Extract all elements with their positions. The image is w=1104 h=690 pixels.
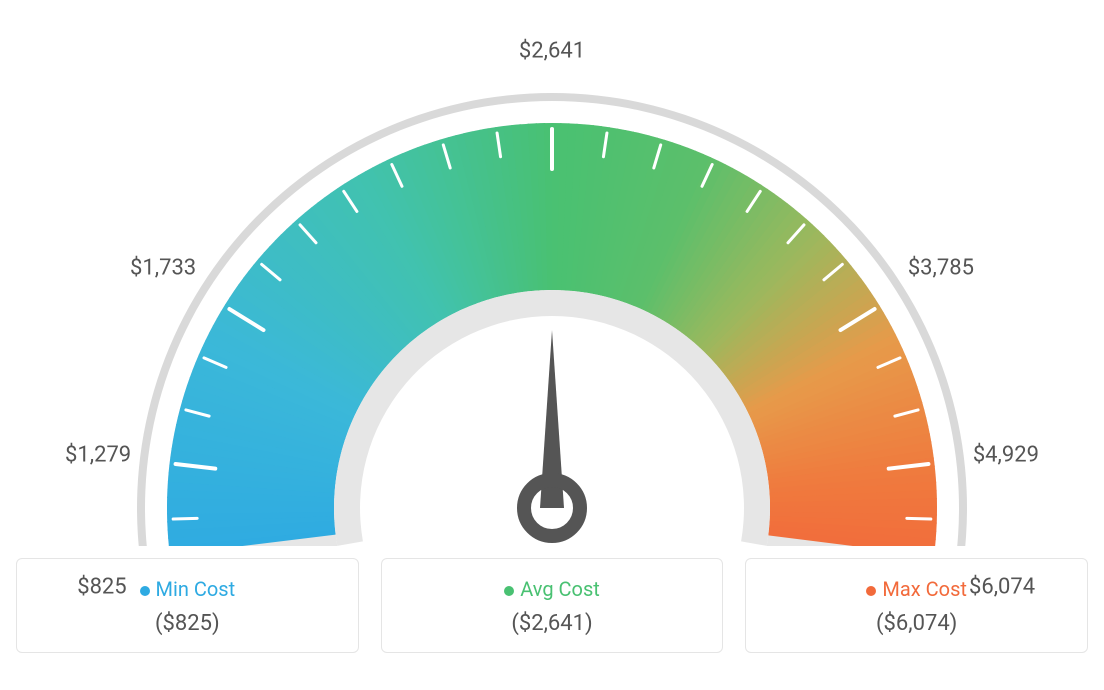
legend-value-min: ($825) <box>27 611 348 636</box>
legend-title-avg-text: Avg Cost <box>520 577 600 601</box>
gauge-tick-label: $6,074 <box>969 575 1035 600</box>
legend-value-max: ($6,074) <box>756 611 1077 636</box>
legend-title-max-text: Max Cost <box>882 577 967 601</box>
legend-card-max: Max Cost ($6,074) <box>745 558 1088 653</box>
dot-icon <box>504 586 514 596</box>
gauge-tick-label: $1,279 <box>65 442 131 467</box>
dot-icon <box>866 586 876 596</box>
gauge-tick-label: $825 <box>77 575 126 600</box>
legend-title-min: Min Cost <box>27 577 348 601</box>
gauge-tick-label: $1,733 <box>130 255 196 280</box>
cost-gauge: $825$1,279$1,733$2,641$3,785$4,929$6,074 <box>10 10 1094 546</box>
legend-value-avg: ($2,641) <box>392 611 713 636</box>
legend-title-min-text: Min Cost <box>156 577 236 601</box>
gauge-tick-label: $2,641 <box>519 39 585 64</box>
gauge-tick-label: $4,929 <box>973 442 1039 467</box>
dot-icon <box>140 586 150 596</box>
legend-row: Min Cost ($825) Avg Cost ($2,641) Max Co… <box>10 558 1094 653</box>
legend-card-min: Min Cost ($825) <box>16 558 359 653</box>
gauge-tick-label: $3,785 <box>908 255 974 280</box>
legend-card-avg: Avg Cost ($2,641) <box>381 558 724 653</box>
legend-title-avg: Avg Cost <box>392 577 713 601</box>
